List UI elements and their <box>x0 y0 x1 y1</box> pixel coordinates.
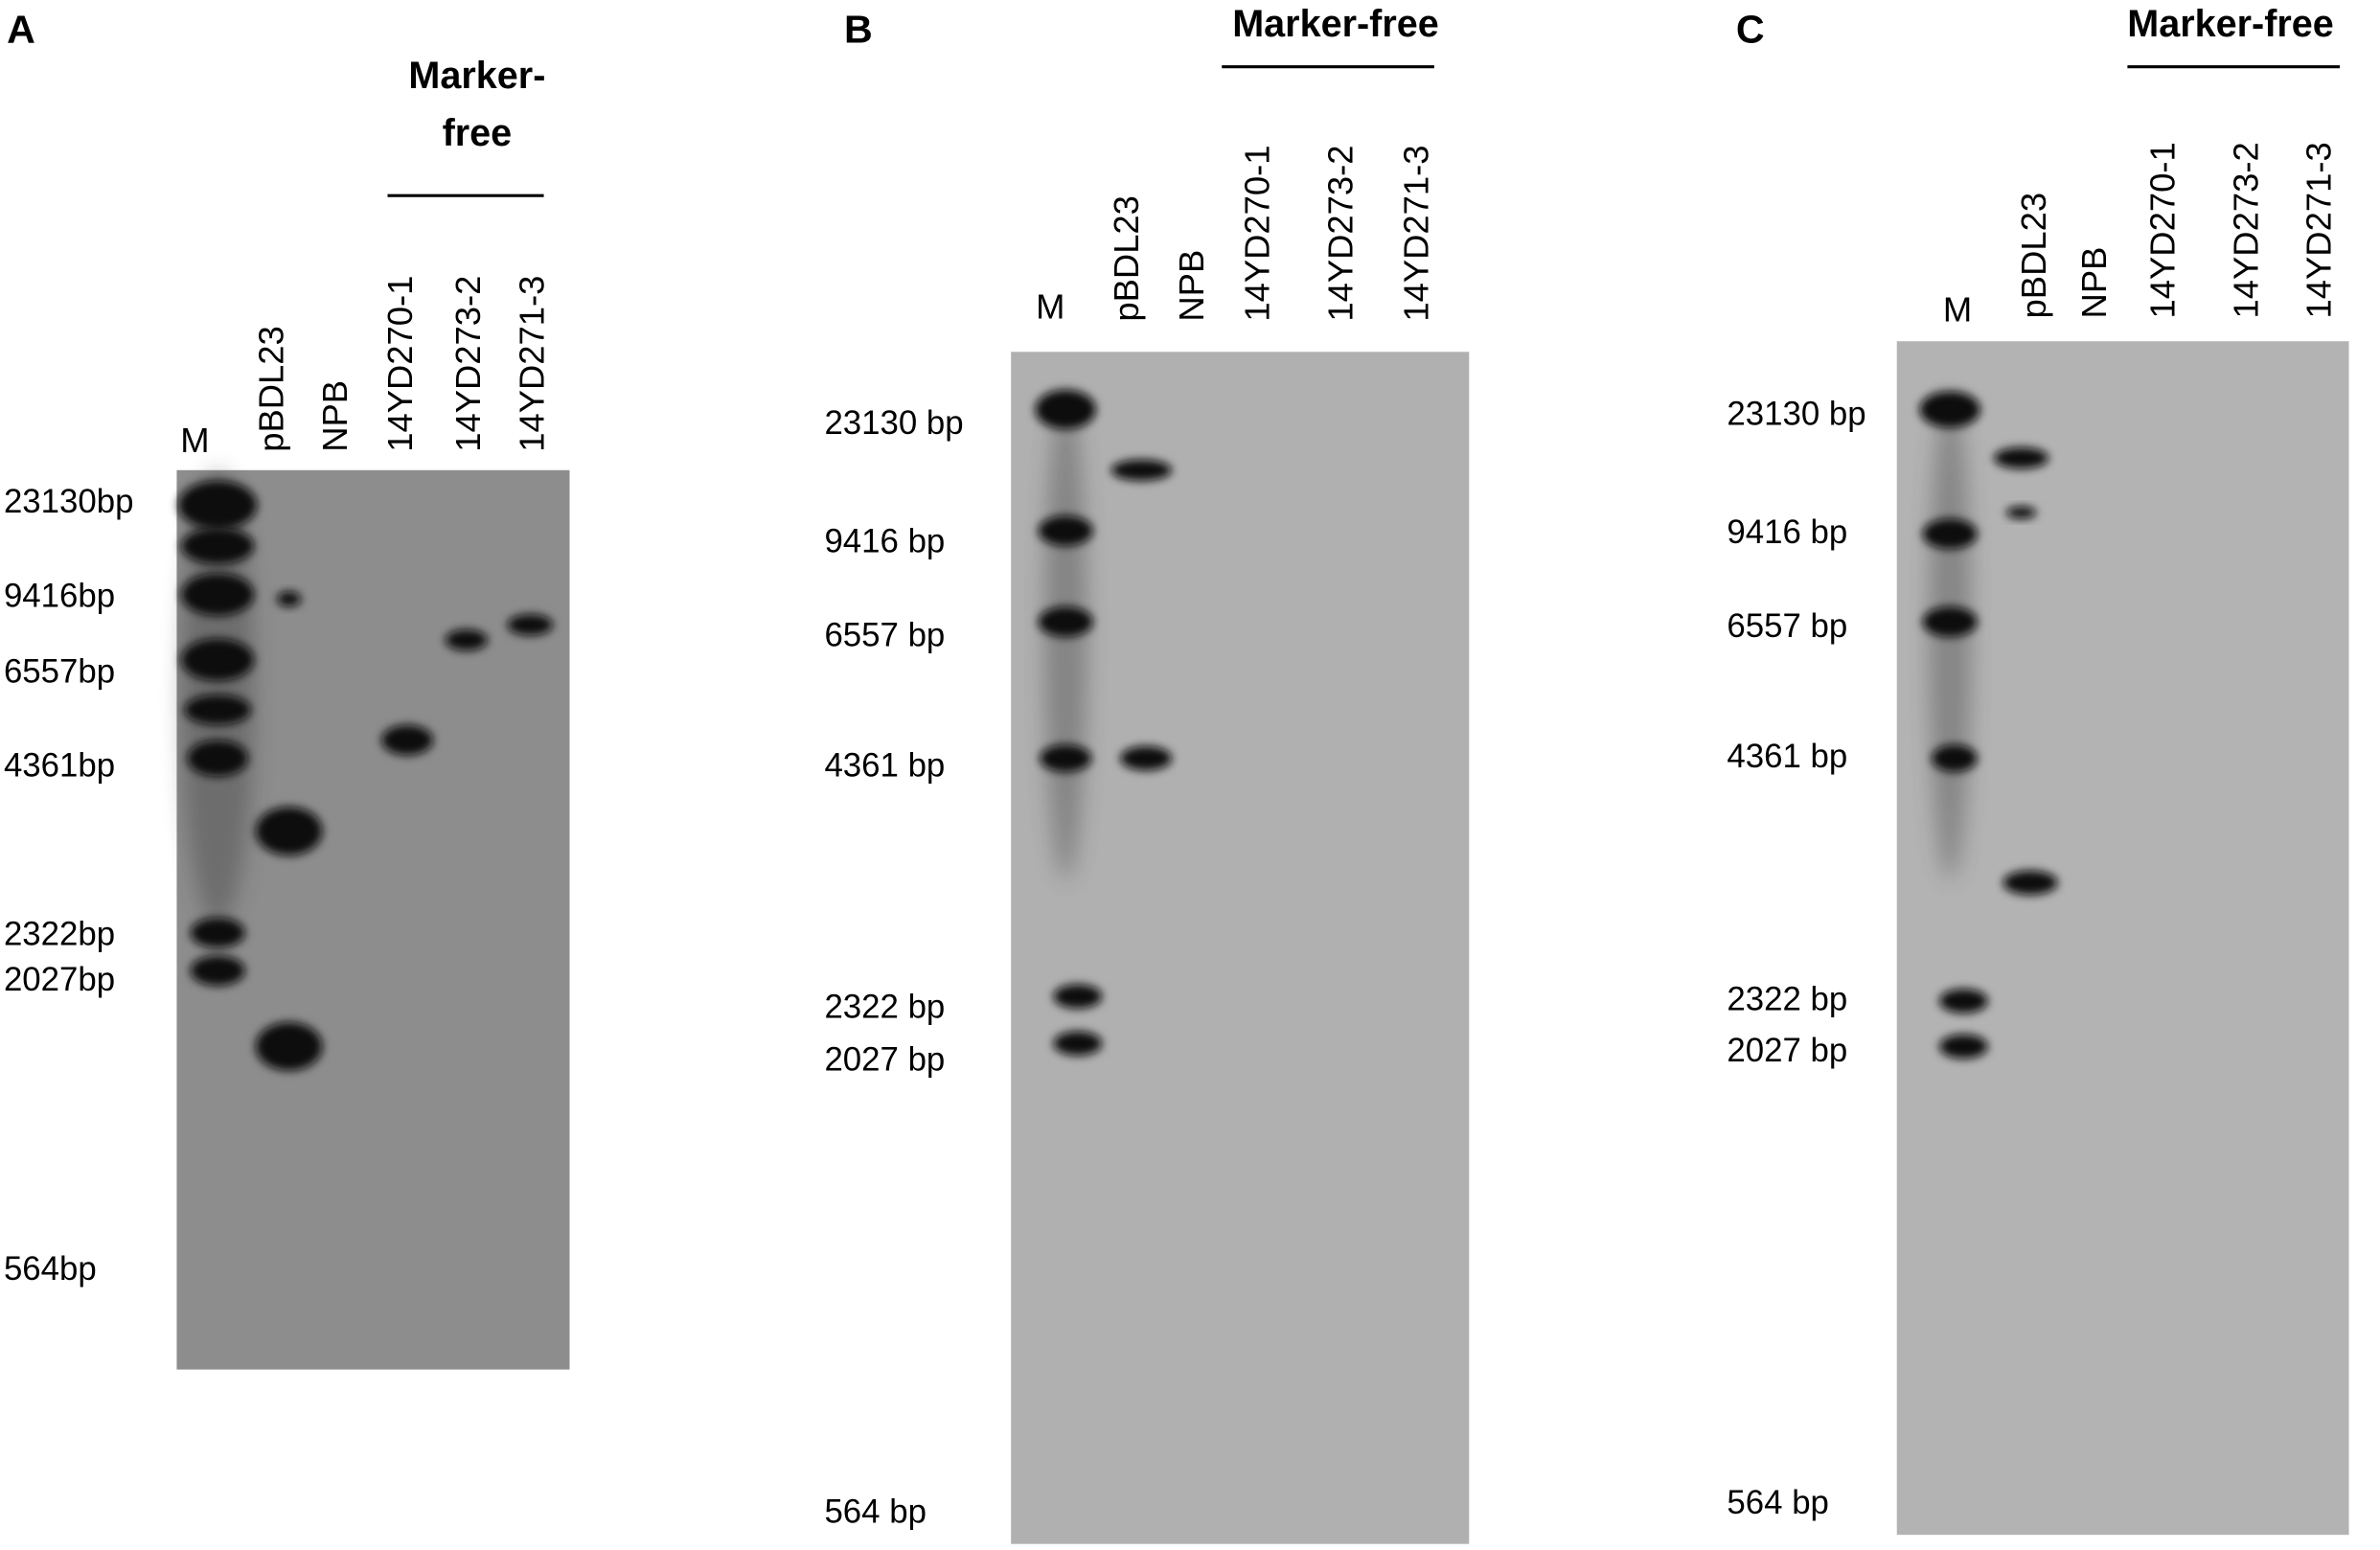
band <box>187 740 248 777</box>
lane-label: 14YD271-3 <box>2300 142 2339 318</box>
size-label: 4361 bp <box>1727 738 1847 775</box>
size-label: 23130 bp <box>824 404 963 442</box>
size-label: 23130 bp <box>1727 395 1865 432</box>
size-label: 564 bp <box>1727 1484 1828 1521</box>
size-label: 6557bp <box>4 652 115 690</box>
band <box>1038 606 1093 637</box>
lane-label: pBDL23 <box>2014 193 2053 319</box>
band <box>255 1022 323 1071</box>
panel-label: A <box>7 7 35 51</box>
band <box>1919 391 1980 428</box>
band <box>1939 1034 1988 1060</box>
panel-label: C <box>1736 7 1765 51</box>
size-label: 4361 bp <box>824 747 945 785</box>
lane-label: pBDL23 <box>1107 195 1146 322</box>
band <box>1922 606 1978 637</box>
size-label: 9416 bp <box>824 522 945 559</box>
band <box>181 573 255 616</box>
band <box>178 480 258 530</box>
group-header: Marker- <box>408 55 545 97</box>
size-label: 9416 bp <box>1727 513 1847 551</box>
lane-label: M <box>1943 290 1972 330</box>
size-label: 2027 bp <box>1727 1032 1847 1069</box>
band <box>276 591 302 607</box>
band <box>1053 1031 1103 1056</box>
lane-label: 14YD271-3 <box>513 276 552 452</box>
band <box>1932 744 1978 772</box>
lane-label: M <box>1036 286 1064 326</box>
band <box>445 629 488 651</box>
size-label: 2322 bp <box>824 988 945 1025</box>
band <box>1040 744 1092 772</box>
panel-label: B <box>844 7 873 51</box>
lane-label: 14YD270-1 <box>380 276 420 452</box>
lane-label: 14YD271-3 <box>1397 145 1436 321</box>
lane-label: 14YD273-2 <box>448 276 488 452</box>
band <box>181 638 255 681</box>
group-header: free <box>443 112 513 154</box>
size-label: 2322bp <box>4 915 115 952</box>
band <box>1922 518 1978 550</box>
lane-label: NPB <box>315 380 355 452</box>
band <box>1110 459 1173 481</box>
lane-label: 14YD273-2 <box>1320 145 1360 321</box>
band <box>1939 989 1988 1014</box>
size-label: 23130bp <box>4 483 134 520</box>
band <box>255 807 323 855</box>
band <box>1035 389 1096 430</box>
lane-label: NPB <box>1172 250 1211 322</box>
band <box>1120 745 1173 771</box>
size-label: 6557 bp <box>1727 607 1847 645</box>
group-header: Marker-free <box>2127 3 2334 45</box>
size-label: 9416bp <box>4 577 115 614</box>
band <box>2002 870 2058 896</box>
band <box>1038 515 1093 546</box>
size-label: 6557 bp <box>824 616 945 653</box>
size-label: 2027 bp <box>824 1041 945 1079</box>
lane-label: 14YD270-1 <box>1237 145 1276 321</box>
lane-label: pBDL23 <box>251 326 290 452</box>
lane-label: 14YD273-2 <box>2227 142 2266 318</box>
size-label: 2322 bp <box>1727 980 1847 1017</box>
band <box>190 955 245 987</box>
band <box>1994 447 2049 469</box>
lane-label: M <box>180 421 209 460</box>
group-header: Marker-free <box>1232 3 1439 45</box>
size-label: 4361bp <box>4 747 115 785</box>
size-label: 2027bp <box>4 961 115 998</box>
band <box>2005 506 2037 519</box>
band <box>181 527 255 564</box>
band <box>190 917 245 948</box>
size-label: 564bp <box>4 1250 97 1288</box>
size-label: 564 bp <box>824 1493 926 1531</box>
lane-label: 14YD270-1 <box>2142 142 2182 318</box>
band <box>184 695 252 725</box>
band <box>1053 984 1103 1009</box>
band <box>381 724 433 756</box>
blot <box>1011 352 1470 1544</box>
lane-label: NPB <box>2074 247 2114 319</box>
band <box>507 614 554 636</box>
